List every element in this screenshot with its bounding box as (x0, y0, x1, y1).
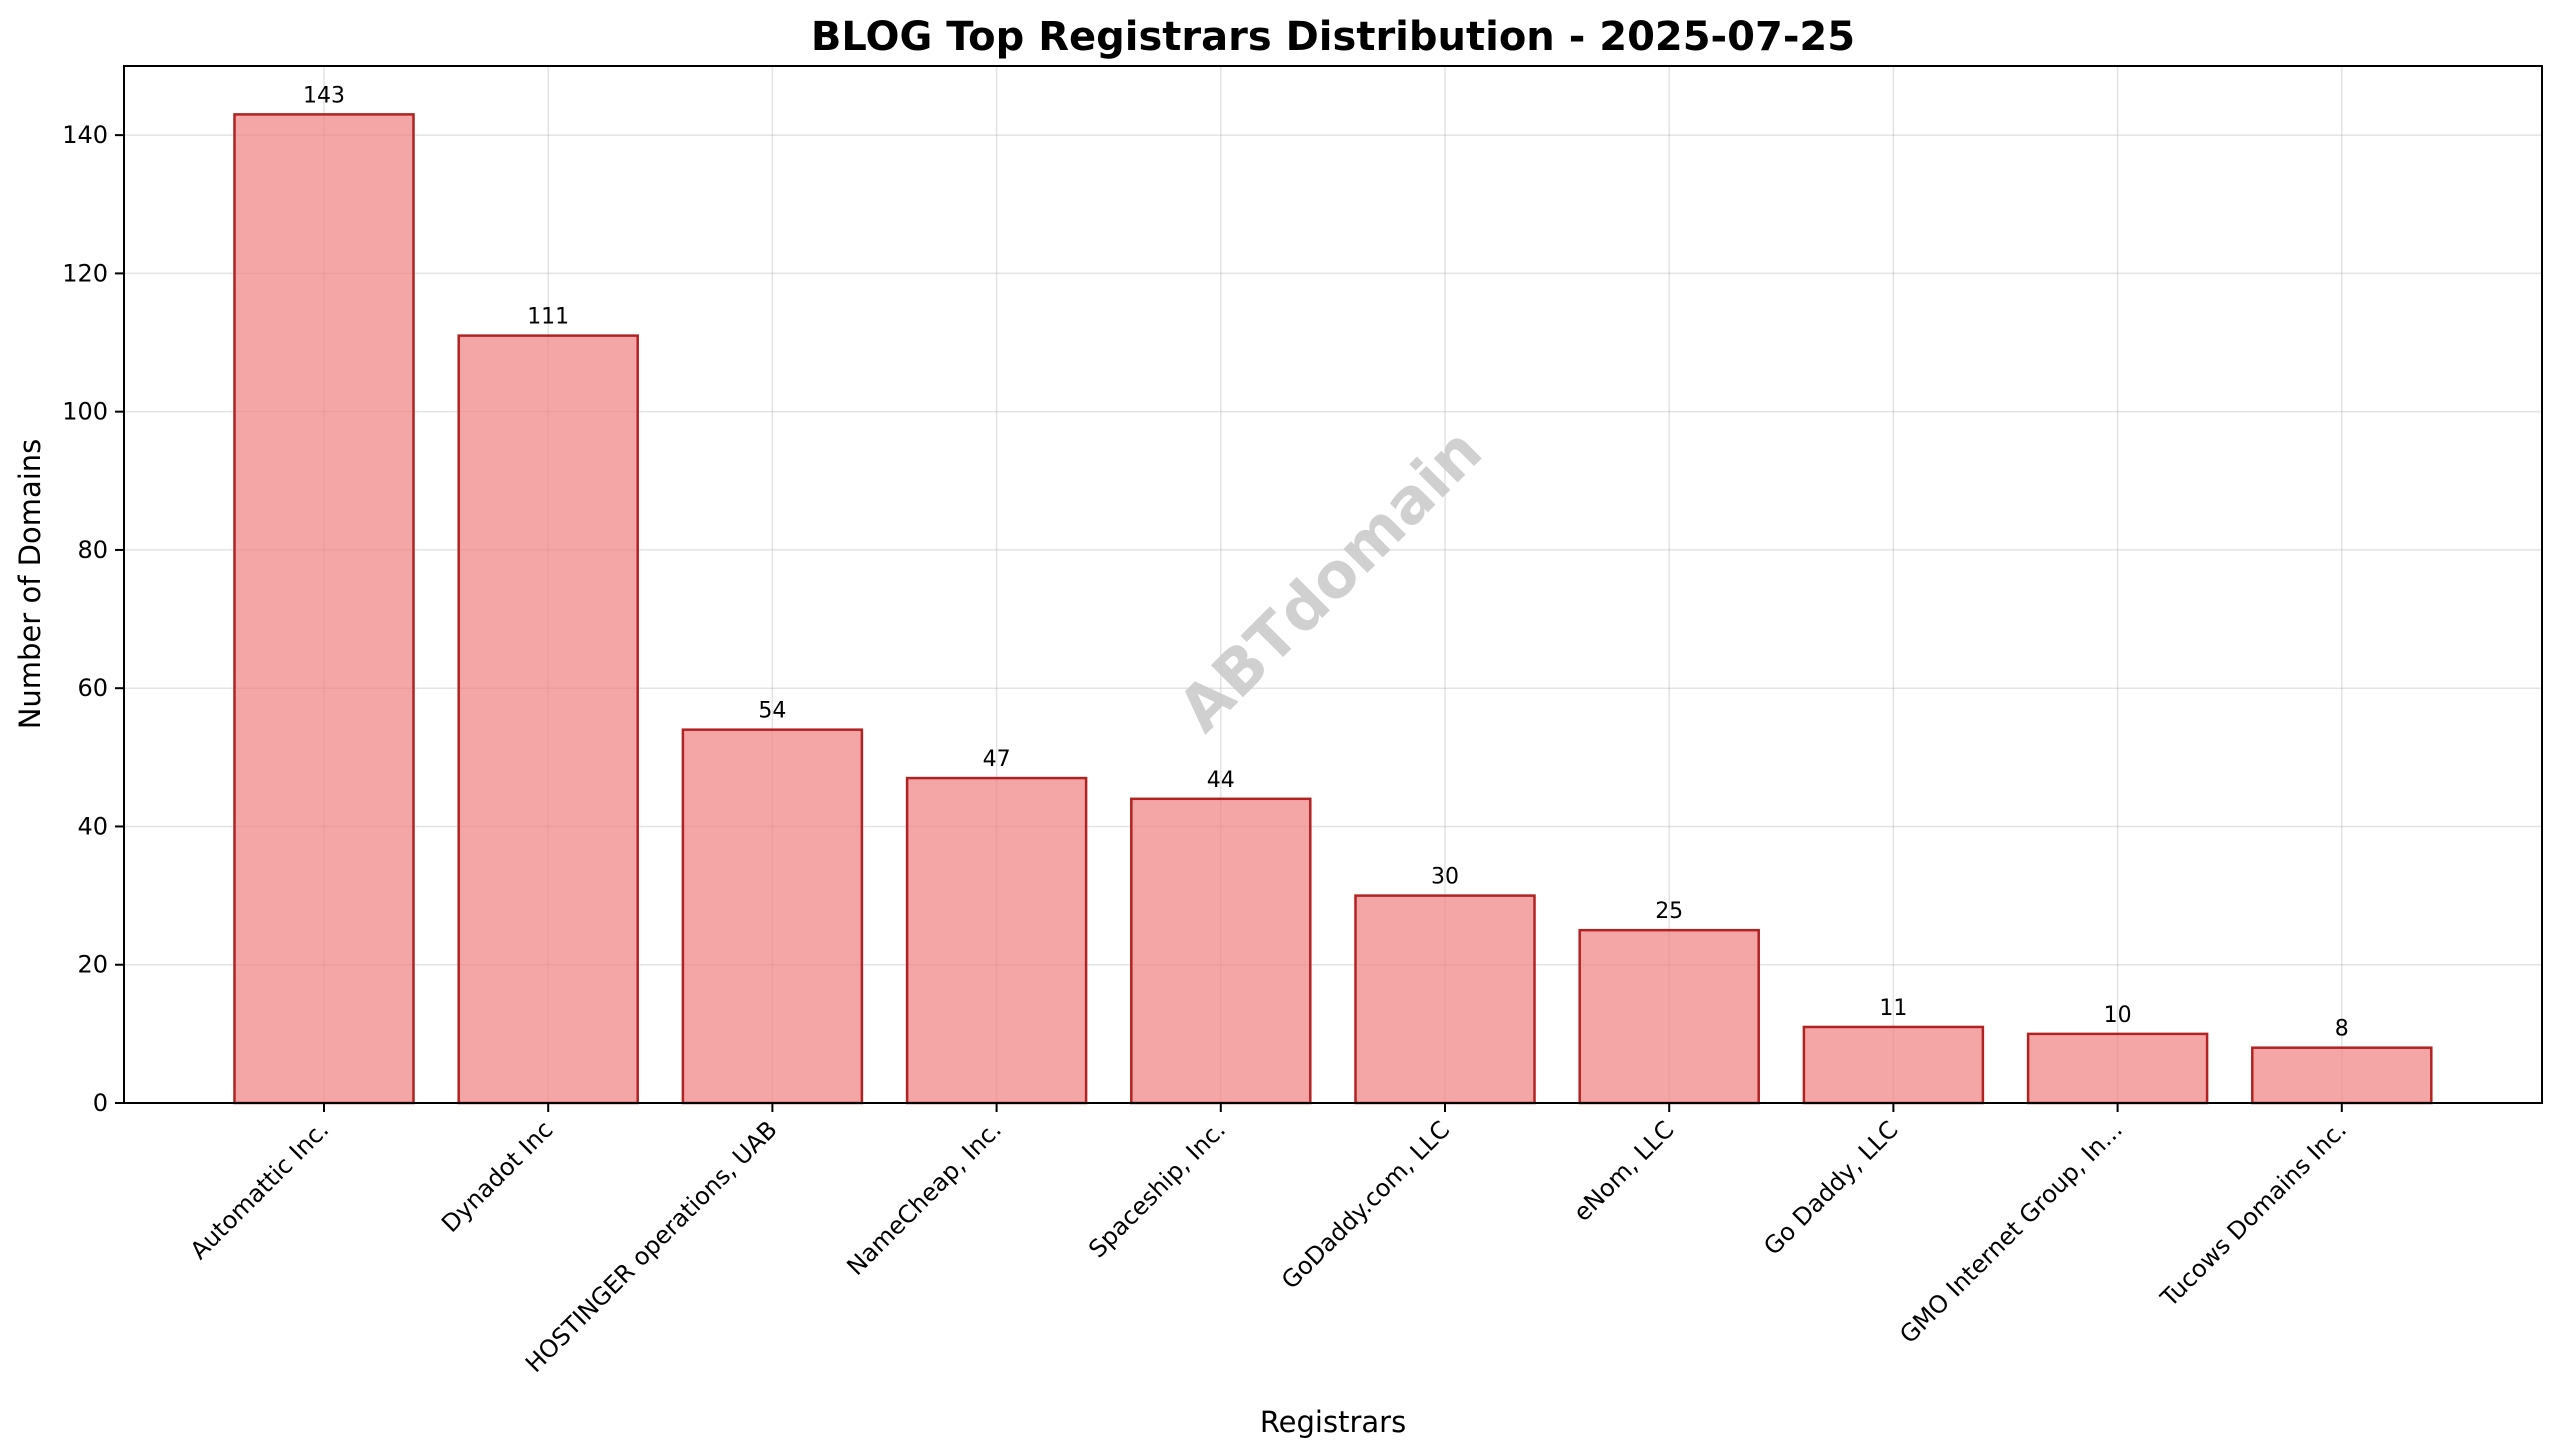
bar (905, 776, 1088, 1105)
x-tick-label: GoDaddy.com, LLC (1276, 1115, 1455, 1294)
x-axis-label: Registrars (1260, 1405, 1406, 1439)
watermark: ABTdomain (1164, 414, 1496, 746)
bar-value-label: 54 (758, 699, 786, 724)
x-tick-label: NameCheap, Inc. (841, 1115, 1006, 1280)
x-tick-label: Automattic Inc. (185, 1115, 334, 1264)
bar (457, 334, 639, 1105)
bar (2251, 1046, 2433, 1105)
x-tick-label: Go Daddy, LLC (1758, 1115, 1903, 1260)
y-tick-label: 140 (62, 121, 108, 149)
bar-value-label: 11 (1879, 996, 1907, 1021)
x-tick-label: eNom, LLC (1568, 1115, 1679, 1226)
y-tick-label: 0 (93, 1089, 108, 1117)
y-axis-label: Number of Domains (13, 439, 47, 730)
y-tick-label: 80 (77, 536, 108, 564)
x-tick-label: GMO Internet Group, In... (1894, 1115, 2128, 1349)
bar-value-label: 143 (303, 83, 345, 108)
bar-value-label: 25 (1655, 899, 1683, 924)
bar-value-label: 44 (1207, 768, 1235, 793)
bar (681, 728, 864, 1105)
y-tick-label: 40 (77, 812, 108, 840)
bar-value-label: 8 (2335, 1017, 2349, 1042)
value-labels-layer: 143 111 54 47 44 30 25 11 10 8 (303, 83, 2349, 1041)
chart-title: BLOG Top Registrars Distribution - 2025-… (811, 14, 1855, 60)
bar (1578, 928, 1760, 1105)
bar (233, 113, 415, 1105)
x-tick-label: Tucows Domains Inc. (2155, 1115, 2352, 1312)
y-tick-label: 60 (77, 674, 108, 702)
bars-layer (233, 113, 2433, 1105)
y-tick-label: 120 (62, 259, 108, 287)
y-tick-label: 20 (77, 951, 108, 979)
x-tick-label: HOSTINGER operations, UAB (520, 1115, 783, 1378)
y-axis: 0 20 40 60 80 100 120 140 (62, 121, 124, 1117)
bar-value-label: 47 (983, 747, 1011, 772)
bar (1130, 797, 1312, 1105)
bar-value-label: 111 (527, 305, 569, 330)
plot-frame (123, 65, 2543, 1104)
bar-value-label: 30 (1431, 865, 1459, 890)
bar-value-label: 10 (2104, 1003, 2132, 1028)
bar (1354, 894, 1536, 1105)
x-tick-label: Dynadot Inc (436, 1115, 558, 1237)
x-tick-label: Spaceship, Inc. (1083, 1115, 1231, 1263)
bar (1802, 1025, 1985, 1105)
bar (2026, 1032, 2209, 1105)
y-tick-label: 100 (62, 398, 108, 426)
